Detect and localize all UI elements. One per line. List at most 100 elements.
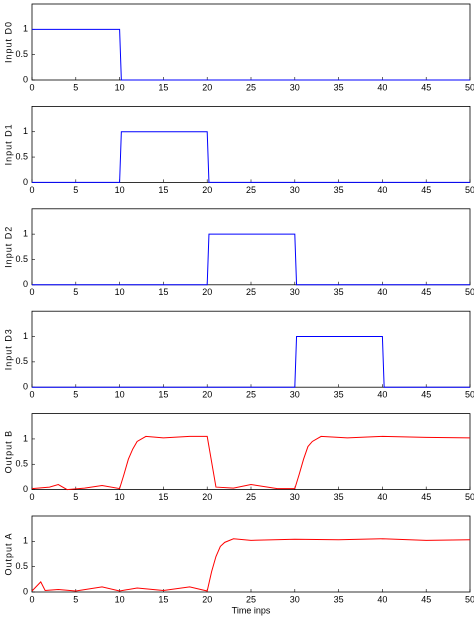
x-tick-label: 35 [334,82,344,92]
x-tick-label: 0 [29,82,34,92]
x-tick-label: 40 [377,82,387,92]
plot-frame [31,208,471,286]
y-axis-label: Input D1 [3,123,13,165]
y-tick-label: 0.5 [15,561,28,571]
plot-frame [31,310,471,388]
x-tick-label: 25 [246,594,256,604]
x-tick-label: 35 [334,185,344,195]
x-tick-label: 10 [115,492,125,502]
y-tick-label: 1 [23,229,28,239]
x-tick-label: 5 [73,594,78,604]
x-tick-label: 50 [465,185,474,195]
y-axis-label: Input D0 [3,21,13,63]
x-tick-label: 35 [334,390,344,400]
x-tick-label: 25 [246,390,256,400]
plot-frame [31,413,471,491]
x-tick-label: 5 [73,185,78,195]
x-tick-label: 15 [158,492,168,502]
x-tick-label: 15 [158,390,168,400]
x-tick-label: 20 [202,594,212,604]
plot-frame [31,3,471,81]
x-axis-label: Time inps [232,605,271,615]
plot-frame [31,106,471,183]
x-tick-label: 25 [246,185,256,195]
x-tick-label: 20 [202,82,212,92]
x-tick-label: 45 [421,492,431,502]
x-tick-label: 20 [202,390,212,400]
x-tick-label: 50 [465,287,474,297]
y-tick-label: 0 [23,484,28,494]
x-tick-label: 10 [115,594,125,604]
line-series [31,538,471,592]
x-tick-label: 15 [158,287,168,297]
x-tick-label: 0 [29,594,34,604]
y-tick-label: 0 [23,177,28,187]
x-tick-label: 25 [246,287,256,297]
x-tick-label: 40 [377,390,387,400]
x-tick-label: 45 [421,287,431,297]
line-series [31,435,471,491]
x-tick-label: 40 [377,594,387,604]
x-tick-label: 25 [246,492,256,502]
y-tick-label: 0 [23,382,28,392]
x-tick-label: 35 [334,594,344,604]
x-tick-label: 20 [202,492,212,502]
x-tick-label: 5 [73,390,78,400]
y-tick-label: 1 [23,536,28,546]
y-tick-label: 1 [23,433,28,443]
line-series [32,336,470,388]
y-tick-label: 0.5 [15,254,28,264]
y-axis-label: Input D2 [3,226,13,268]
x-tick-label: 35 [334,287,344,297]
x-tick-label: 15 [158,594,168,604]
x-tick-label: 45 [421,185,431,195]
y-axis-label: Output B [3,430,13,474]
y-tick-label: 0 [23,74,28,84]
x-tick-label: 50 [465,390,474,400]
x-tick-label: 30 [290,82,300,92]
line-series [32,233,470,286]
x-tick-label: 30 [290,492,300,502]
x-tick-label: 5 [73,492,78,502]
x-tick-label: 10 [115,82,125,92]
x-tick-label: 20 [202,287,212,297]
x-tick-label: 45 [421,82,431,92]
x-tick-label: 40 [377,287,387,297]
x-tick-label: 30 [290,185,300,195]
plot-frame [31,515,471,593]
line-series [32,28,470,81]
x-tick-label: 40 [377,492,387,502]
x-tick-label: 0 [29,492,34,502]
x-tick-label: 50 [465,492,474,502]
x-tick-label: 15 [158,185,168,195]
y-tick-label: 0 [23,586,28,596]
x-tick-label: 40 [377,185,387,195]
y-tick-label: 0.5 [15,151,28,161]
line-series [32,131,470,183]
y-tick-label: 1 [23,24,28,34]
x-tick-label: 35 [334,492,344,502]
x-tick-label: 20 [202,185,212,195]
y-axis-label: Input D3 [3,328,13,370]
x-tick-label: 50 [465,82,474,92]
x-tick-label: 45 [421,594,431,604]
x-tick-label: 25 [246,82,256,92]
x-tick-label: 5 [73,82,78,92]
x-tick-label: 30 [290,287,300,297]
y-tick-label: 0 [23,279,28,289]
x-tick-label: 10 [115,185,125,195]
x-tick-label: 0 [29,185,34,195]
x-tick-label: 0 [29,287,34,297]
x-tick-label: 50 [465,594,474,604]
y-axis-label: Output A [3,532,13,575]
y-tick-label: 0.5 [15,356,28,366]
y-tick-label: 1 [23,126,28,136]
y-tick-label: 0.5 [15,49,28,59]
x-tick-label: 0 [29,390,34,400]
x-tick-label: 45 [421,390,431,400]
y-tick-label: 1 [23,331,28,341]
x-tick-label: 15 [158,82,168,92]
x-tick-label: 10 [115,287,125,297]
x-tick-label: 5 [73,287,78,297]
